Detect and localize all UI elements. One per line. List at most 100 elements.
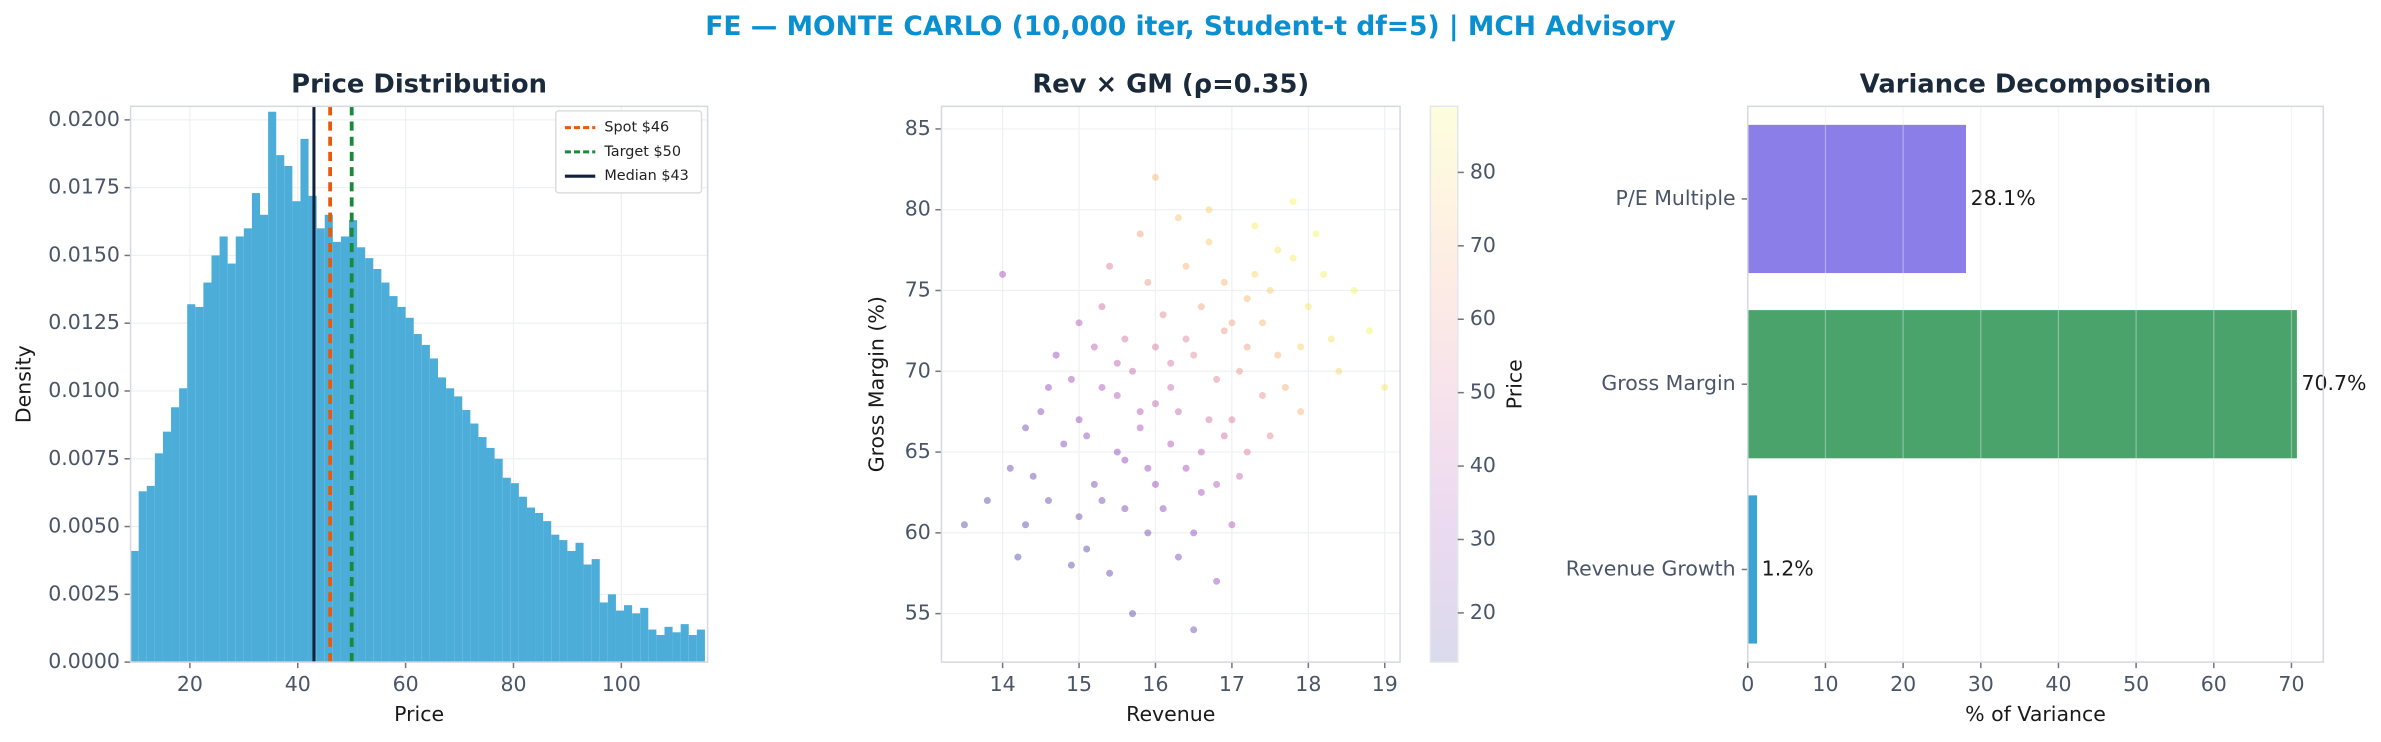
histogram-bar	[624, 605, 633, 663]
scatter-point	[1136, 408, 1144, 416]
chart-title: Price Distribution	[291, 70, 547, 100]
scatter-point	[1037, 408, 1045, 416]
y-tick-label: Revenue Growth	[1566, 556, 1736, 580]
x-axis-label: % of Variance	[1965, 702, 2106, 726]
scatter-point	[1266, 432, 1274, 440]
x-tick-label: 60	[2201, 672, 2227, 696]
colorbar-tick-label: 20	[1470, 600, 1496, 624]
histogram-bar	[227, 263, 236, 663]
x-tick-label: 15	[1066, 672, 1092, 696]
scatter-point	[1136, 230, 1144, 238]
y-axis-label: Gross Margin (%)	[865, 296, 889, 472]
scatter-point	[1083, 432, 1091, 440]
histogram-bar	[138, 491, 147, 663]
histogram-bar	[518, 496, 527, 663]
scatter-point	[1251, 222, 1259, 230]
x-tick-label: 100	[602, 672, 641, 696]
scatter-point	[1136, 424, 1144, 432]
x-tick-label: 30	[1968, 672, 1994, 696]
scatter-point	[1029, 472, 1037, 480]
y-tick-label: 75	[905, 278, 931, 302]
scatter-point	[1258, 319, 1266, 327]
scatter-point	[1205, 238, 1213, 246]
histogram-bar	[130, 550, 139, 663]
scatter-point	[1327, 335, 1335, 343]
histogram-bar	[292, 201, 301, 663]
histogram-bar	[162, 431, 172, 663]
histogram-bar	[397, 306, 406, 663]
x-axis-label: Price	[394, 702, 444, 726]
scatter-point	[1274, 351, 1282, 359]
legend-label: Median $43	[604, 168, 688, 184]
scatter-point	[1243, 343, 1251, 351]
scatter-point	[1251, 270, 1259, 278]
scatter-point	[1236, 472, 1244, 480]
scatter-point	[1075, 513, 1083, 521]
histogram-bar	[211, 255, 220, 663]
plot-frame	[129, 105, 709, 663]
histogram-bar	[591, 559, 600, 663]
histogram-bar	[470, 423, 479, 663]
scatter-point	[1182, 464, 1190, 472]
legend-box	[555, 110, 703, 194]
scatter-point	[1365, 327, 1373, 335]
scatter-point	[1067, 561, 1075, 569]
histogram-bar	[389, 296, 398, 663]
bar	[1747, 310, 2297, 459]
scatter-point	[960, 521, 968, 529]
histogram-bar	[664, 626, 673, 663]
histogram-bar	[446, 388, 455, 663]
histogram-bar	[696, 629, 705, 663]
scatter-point	[1098, 303, 1106, 311]
scatter-point	[1320, 270, 1328, 278]
x-tick-label: 50	[2123, 672, 2149, 696]
scatter-point	[1266, 287, 1274, 294]
scatter-point	[1197, 488, 1205, 496]
scatter-point	[1083, 545, 1091, 553]
scatter-point	[1106, 262, 1114, 270]
histogram-bar	[551, 534, 560, 663]
plot-background	[941, 106, 1401, 663]
scatter-point	[1106, 569, 1114, 577]
scatter-point	[1129, 610, 1137, 618]
scatter-point	[1159, 505, 1167, 513]
histogram-bar	[300, 138, 309, 663]
scatter-point	[1220, 432, 1228, 440]
histogram-bar	[437, 377, 447, 663]
scatter-point	[1243, 448, 1251, 456]
scatter-point	[1289, 254, 1297, 262]
scatter-point	[1228, 416, 1236, 424]
histogram-bar	[251, 193, 261, 663]
scatter-point	[1174, 553, 1182, 561]
scatter-point	[1220, 278, 1228, 286]
scatter-point	[1144, 464, 1152, 472]
scatter-point	[1205, 416, 1213, 424]
scatter-point	[1182, 335, 1190, 343]
scatter-point	[1304, 303, 1312, 311]
histogram-bar	[268, 111, 277, 663]
histogram-bar	[340, 236, 349, 663]
scatter-point	[1274, 246, 1282, 254]
scatter-point	[1213, 375, 1221, 383]
colorbar-label: Price	[1502, 359, 1526, 409]
colorbar-tick-label: 30	[1470, 526, 1496, 550]
value-label: 28.1%	[1971, 186, 2036, 210]
y-tick-label: Gross Margin	[1601, 371, 1735, 395]
x-tick-label: 40	[285, 672, 311, 696]
histogram-bar	[494, 458, 503, 663]
histogram-bar	[454, 396, 463, 663]
histogram-bar	[405, 317, 414, 663]
scatter-point	[1121, 505, 1129, 513]
scatter-point	[1213, 577, 1221, 585]
scatter-point	[1151, 343, 1159, 351]
figure-title: FE — MONTE CARLO (10,000 iter, Student-t…	[705, 11, 1676, 42]
y-tick-label: 0.0125	[48, 310, 120, 334]
scatter-point	[1228, 521, 1236, 529]
scatter-point	[1182, 262, 1190, 270]
scatter-point	[1052, 351, 1060, 359]
scatter-point	[1258, 392, 1266, 400]
scatter-point	[1098, 497, 1106, 505]
scatter-point	[983, 497, 991, 505]
plot-frame	[1747, 105, 2325, 663]
